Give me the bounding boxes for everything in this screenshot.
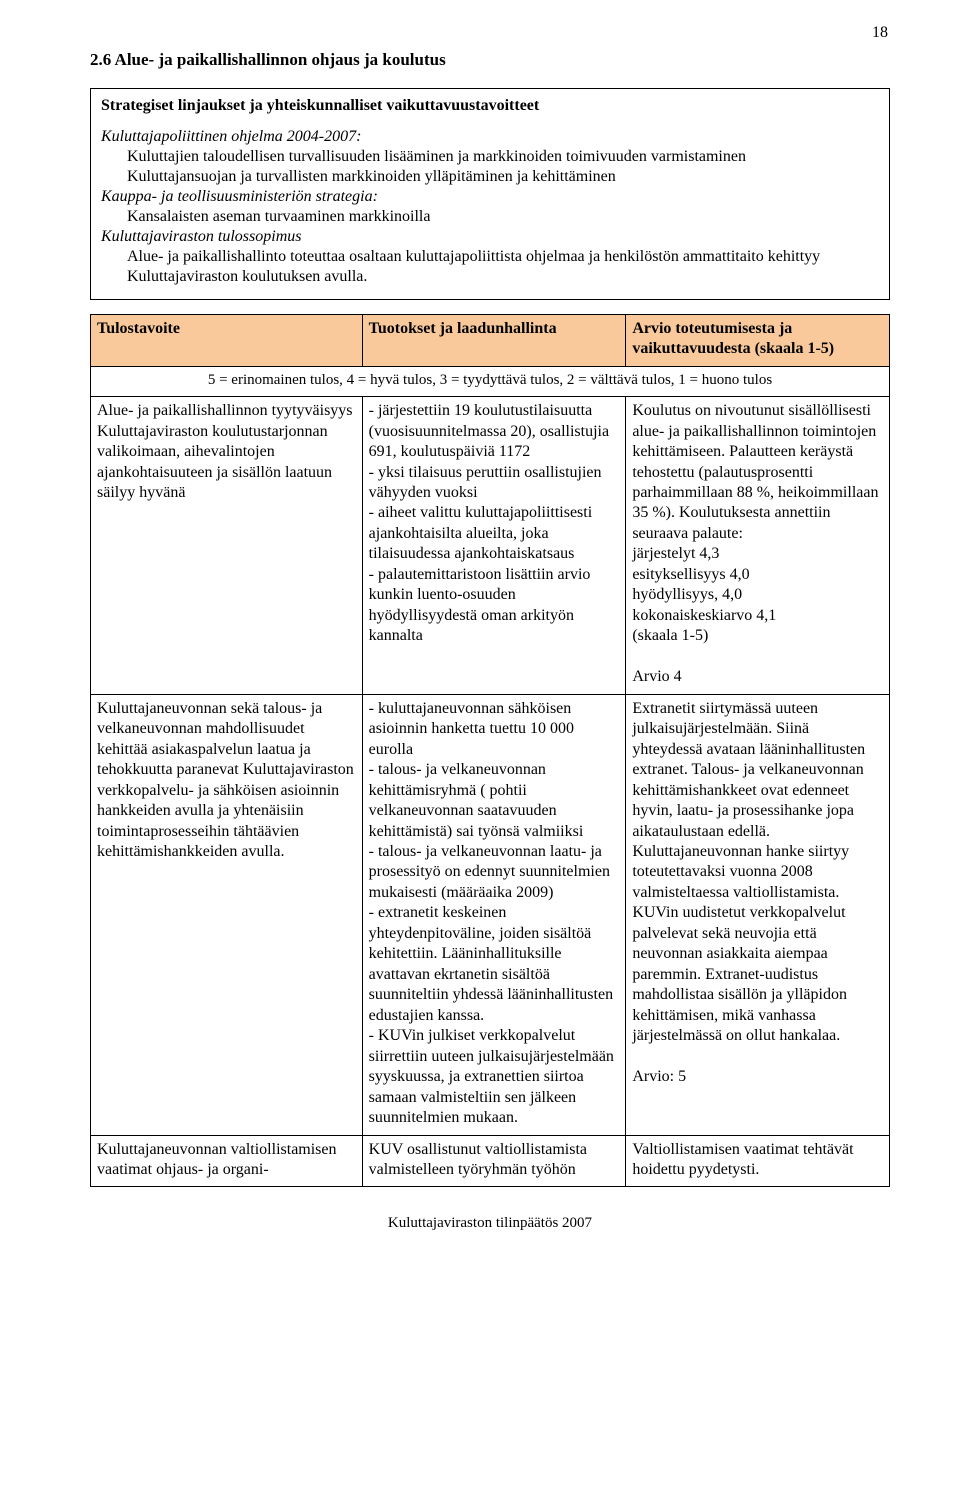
table-cell: Kuluttajaneuvonnan sekä talous- ja velka… [91,694,363,1135]
page: 18 2.6 Alue- ja paikallishallinnon ohjau… [0,0,960,1487]
table-header-1: Tuotokset ja laadunhallinta [362,315,626,367]
table-cell: KUV osallistunut valtiollistamista valmi… [362,1135,626,1187]
page-number: 18 [872,24,888,42]
section-title: 2.6 Alue- ja paikallishallinnon ohjaus j… [90,50,890,70]
table-cell: Kuluttajaneuvonnan valtiollistamisen vaa… [91,1135,363,1187]
table-header-2: Arvio toteutumisesta ja vaikuttavuudesta… [626,315,890,367]
box-line-6: Kuluttajaviraston tulossopimus [101,227,879,247]
results-table: Tulostavoite Tuotokset ja laadunhallinta… [90,314,890,1187]
table-header-0: Tulostavoite [91,315,363,367]
strategy-box: Strategiset linjaukset ja yhteiskunnalli… [90,88,890,300]
box-line-5: Kansalaisten aseman turvaaminen markkino… [127,207,879,227]
table-row: Alue- ja paikallishallinnon tyytyväisyys… [91,397,890,695]
table-row: Kuluttajaneuvonnan valtiollistamisen vaa… [91,1135,890,1187]
table-scale-cell: 5 = erinomainen tulos, 4 = hyvä tulos, 3… [91,366,890,396]
box-line-2: Kuluttajien taloudellisen turvallisuuden… [127,147,879,167]
table-cell: Koulutus on nivoutunut sisällöllisesti a… [626,397,890,695]
box-line-7: Alue- ja paikallishallinto toteuttaa osa… [127,247,879,287]
box-subtitle: Strategiset linjaukset ja yhteiskunnalli… [101,97,879,115]
table-cell: - kuluttajaneuvonnan sähköisen asioinnin… [362,694,626,1135]
table-cell: Extranetit siirtymässä uuteen julkaisujä… [626,694,890,1135]
box-line-1: Kuluttajapoliittinen ohjelma 2004-2007: [101,127,879,147]
box-line-4: Kauppa- ja teollisuusministeriön strateg… [101,187,879,207]
table-cell: - järjestettiin 19 koulutustilaisuutta (… [362,397,626,695]
table-cell: Alue- ja paikallishallinnon tyytyväisyys… [91,397,363,695]
table-cell: Valtiollistamisen vaatimat tehtävät hoid… [626,1135,890,1187]
table-scale-row: 5 = erinomainen tulos, 4 = hyvä tulos, 3… [91,366,890,396]
table-row: Kuluttajaneuvonnan sekä talous- ja velka… [91,694,890,1135]
box-line-3: Kuluttajansuojan ja turvallisten markkin… [127,167,879,187]
page-footer: Kuluttajaviraston tilinpäätös 2007 [90,1215,890,1232]
table-header-row: Tulostavoite Tuotokset ja laadunhallinta… [91,315,890,367]
